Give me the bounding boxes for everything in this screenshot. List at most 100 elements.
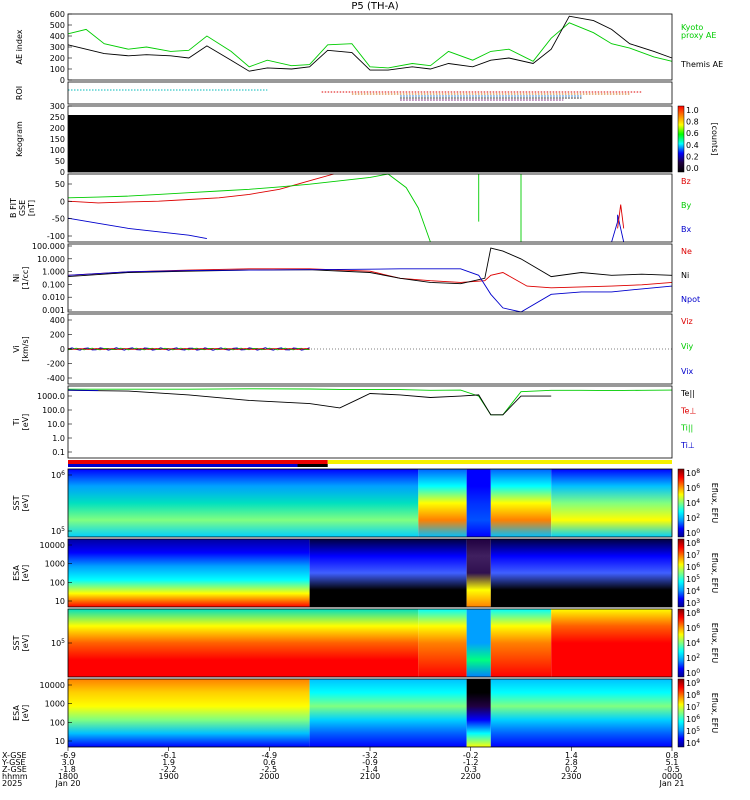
density-ytick-label: 0.100	[42, 280, 65, 289]
xaxis-tick-label: 2000	[259, 772, 279, 781]
xaxis-tick-label: 0000	[662, 772, 682, 781]
velocity-ytick-label: -400	[47, 374, 65, 383]
velocity-ytick-label: 400	[50, 316, 65, 325]
temperature-panel: 1000.0 100.0 10.0 1.0 0.1 Ti [eV] Te|| Te⊥ Ti|| Ti…	[12, 385, 696, 459]
sst-ion-colorbar-label: Eflux, EFU	[710, 483, 719, 524]
density-ytick-label: 10.000	[37, 255, 65, 264]
esa-electron-ytick-label: 1000	[45, 700, 65, 709]
temperature-frame	[67, 385, 673, 459]
xaxis-tick-label: -0.9	[362, 758, 378, 767]
esa-ion-ytick-label: 10000	[40, 541, 65, 550]
keogram-colorbar-tick: 1.0	[686, 106, 699, 115]
bfield-ylabel: B FIT	[9, 198, 18, 218]
esa-electron-ytick-label: 100	[50, 718, 65, 727]
esa-electron-ytick-label: 10000	[40, 681, 65, 690]
xaxis-tick-label: 0.2	[565, 765, 578, 774]
bfield-ytick-label: 50	[55, 180, 65, 189]
esa-electron-colorbar-tick: 104	[686, 738, 700, 748]
esa-ion-frame	[67, 538, 673, 608]
ae-legend-kyoto: Kyoto	[681, 23, 703, 32]
bfield-legend-bx: Bx	[681, 225, 691, 234]
ae-series-kyoto-proxy-ae	[67, 22, 673, 69]
bfield-ylabel: GSE	[18, 200, 27, 216]
temperature-series-tepar	[67, 389, 552, 416]
esa-electron-colorbar-tick: 108	[686, 690, 700, 700]
density-ytick-label: 1.000	[42, 268, 65, 277]
plot-title: P5 (TH-A)	[351, 1, 398, 12]
xaxis-tick-label: -4.9	[262, 751, 278, 760]
xaxis-tick-label: -1.2	[463, 758, 479, 767]
ae-ytick-label: 100	[50, 65, 65, 74]
sst-electron-band	[490, 609, 552, 677]
keogram-ytick-label: 0	[60, 168, 65, 177]
esa-ion-colorbar-tick: 104	[686, 586, 700, 596]
esa-electron-band	[68, 679, 310, 747]
xaxis-tick-label: 0.8	[666, 751, 679, 760]
xaxis-tick-label: 1.9	[162, 758, 175, 767]
sst-electron-colorbar	[677, 608, 685, 678]
roi-panel: ROI	[15, 81, 673, 105]
keogram-panel: 300 250 200 150 100 50 0 Keogram 1.0 0.8 0.6 0.4 0.2…	[15, 102, 719, 177]
xaxis-tick-label: 2.8	[565, 758, 578, 767]
sst-ion-colorbar-tick: 100	[686, 528, 700, 538]
esa-ion-colorbar-tick: 103	[686, 598, 700, 608]
sst-electron-panel: 105 SST [eV] 108 106 104 102 100 Eflux, EFU	[12, 608, 719, 678]
xaxis-tick-label: -1.8	[60, 765, 76, 774]
esa-ion-colorbar-label: Eflux, EFU	[710, 553, 719, 594]
sst-electron-colorbar-tick: 104	[686, 638, 700, 648]
esa-electron-band	[309, 679, 467, 747]
xaxis-row-label: hhmm	[2, 772, 28, 781]
esa-electron-colorbar-tick: 109	[686, 678, 700, 688]
esa-electron-colorbar-tick: 105	[686, 726, 700, 736]
esa-ion-band	[466, 539, 491, 607]
sst-electron-band	[68, 609, 419, 677]
esa-ion-colorbar-tick: 105	[686, 574, 700, 584]
velocity-ytick-label: -200	[47, 360, 65, 369]
bfield-legend-bz: Bz	[681, 177, 691, 186]
sst-ion-band	[466, 469, 491, 537]
xaxis-tick-label: -6.9	[60, 751, 76, 760]
esa-ion-colorbar	[677, 538, 685, 608]
sst-ion-band	[551, 469, 672, 537]
xaxis-row-label: Z-GSE	[2, 765, 27, 774]
mode-strip-fast	[68, 460, 328, 464]
temperature-ytick-label: 1.0	[52, 434, 65, 443]
xaxis-tick-label: -0.2	[463, 751, 479, 760]
keogram-ytick-label: 250	[50, 113, 65, 122]
keogram-ytick-label: 300	[50, 102, 65, 111]
density-ytick-label: 0.001	[42, 306, 65, 315]
esa-ion-ytick-label: 100	[50, 578, 65, 587]
xaxis-tick-label: Jan 20	[54, 779, 80, 788]
xaxis-tick-label: -2.2	[161, 765, 177, 774]
esa-ion-ytick-label: 10	[55, 597, 65, 606]
density-ytick-label: 0.010	[42, 293, 65, 302]
sst-ion-panel: 106 105 SST [eV] 108 106 104 102 100 Eflux, EFU	[12, 468, 719, 538]
esa-electron-band	[466, 679, 491, 747]
xaxis-tick-label: 1900	[158, 772, 178, 781]
density-legend-ni: Ni	[681, 271, 689, 280]
xaxis-tick-label: -1.4	[362, 765, 378, 774]
temperature-legend-te: Te||	[680, 389, 695, 398]
xaxis-tick-label: -3.2	[362, 751, 378, 760]
sst-ion-frame	[67, 468, 673, 538]
sst-electron-band	[466, 609, 491, 677]
sst-ion-band	[418, 469, 467, 537]
density-ylabel: Ni	[12, 274, 21, 282]
xaxis-row-label: 2025	[2, 779, 22, 788]
roi-ylabel: ROI	[15, 86, 24, 100]
esa-electron-colorbar	[677, 678, 685, 748]
sst-electron-colorbar-tick: 108	[686, 608, 700, 618]
xaxis-tick-label: 3.0	[62, 758, 75, 767]
bfield-panel: 50 0 -50 -100 B FIT GSE [nT] Bz By Bx	[9, 173, 691, 243]
ae-ytick-label: 600	[50, 10, 65, 19]
velocity-ytick-label: 200	[50, 331, 65, 340]
density-ylabel: [1/cc]	[21, 267, 30, 290]
mode-strip	[68, 460, 672, 467]
keogram-image	[68, 115, 672, 172]
sst-electron-colorbar-tick: 100	[686, 668, 700, 678]
bfield-ytick-label: -100	[47, 232, 65, 241]
keogram-colorbar-label: [counts]	[710, 123, 719, 156]
